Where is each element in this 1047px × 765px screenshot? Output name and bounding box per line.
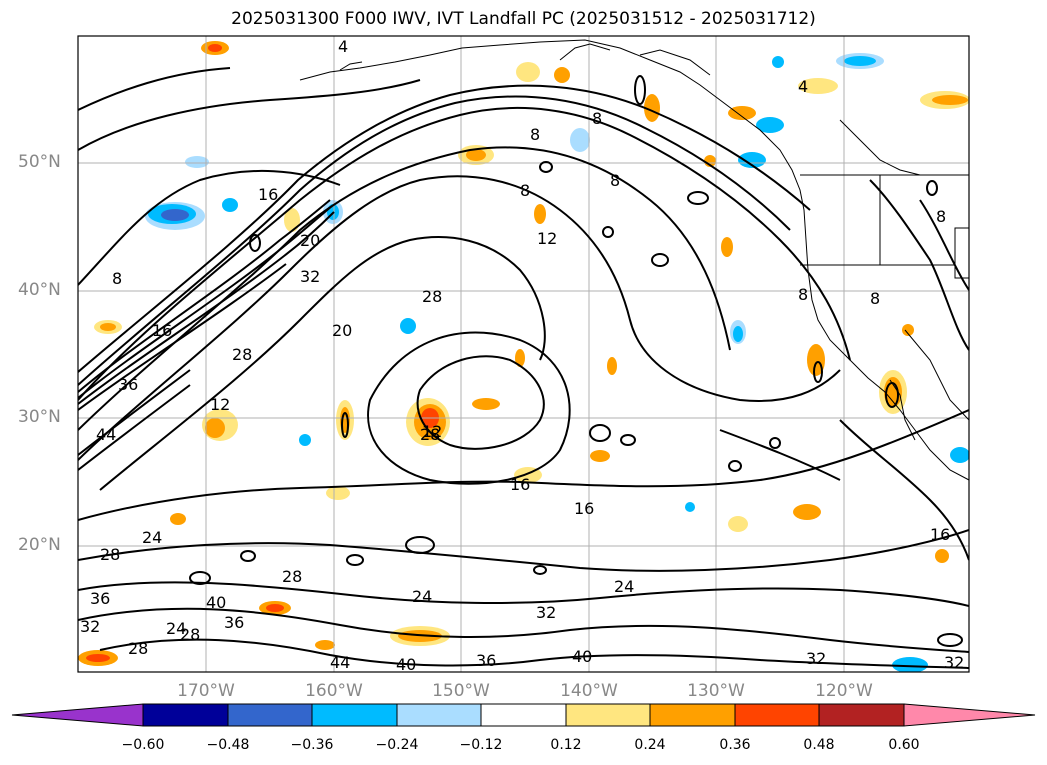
contour-label: 4 bbox=[798, 77, 808, 96]
contour-label: 44 bbox=[330, 653, 350, 672]
map-area: 16 8 20 32 36 28 44 12 16 28 12 20 28 24… bbox=[78, 36, 969, 674]
colorbar-tick: −0.48 bbox=[206, 737, 250, 753]
colorbar-segment bbox=[734, 703, 820, 727]
contour-label: 8 bbox=[870, 289, 880, 308]
colorbar-tick: −0.60 bbox=[121, 737, 165, 753]
lat-label-50n: 50°N bbox=[18, 152, 61, 172]
contour-label: 44 bbox=[96, 425, 116, 444]
colorbar-tick: −0.12 bbox=[459, 737, 503, 753]
contour-label: 24 bbox=[142, 528, 162, 547]
contour-label: 16 bbox=[152, 321, 172, 340]
contour-label: 8 bbox=[112, 269, 122, 288]
lon-label-140w: 140°W bbox=[560, 681, 618, 701]
colorbar-tick: 0.24 bbox=[634, 737, 666, 753]
colorbar-tick: 0.36 bbox=[719, 737, 751, 753]
contour-label: 36 bbox=[90, 589, 110, 608]
contour-label: 24 bbox=[412, 587, 432, 606]
contour-label: 28 bbox=[180, 625, 200, 644]
lon-label-170w: 170°W bbox=[177, 681, 235, 701]
colorbar-segment bbox=[227, 703, 313, 727]
coastlines bbox=[299, 39, 969, 481]
contour-label: 8 bbox=[592, 109, 602, 128]
contour-label: 28 bbox=[420, 425, 440, 444]
contour-label: 32 bbox=[536, 603, 556, 622]
contour-label: 16 bbox=[258, 185, 278, 204]
contour-label: 32 bbox=[806, 649, 826, 668]
contour-label: 8 bbox=[610, 171, 620, 190]
colorbar-extend-min bbox=[11, 703, 144, 727]
contour-label: 40 bbox=[572, 647, 592, 666]
contour-label: 28 bbox=[128, 639, 148, 658]
contour-label: 40 bbox=[396, 655, 416, 674]
colorbar bbox=[11, 703, 1036, 727]
colorbar-tick: −0.24 bbox=[375, 737, 419, 753]
map-title: 2025031300 F000 IWV, IVT Landfall PC (20… bbox=[231, 9, 816, 29]
colorbar-segment bbox=[396, 703, 482, 727]
colorbar-tick: 0.48 bbox=[803, 737, 835, 753]
colorbar-segment bbox=[142, 703, 229, 727]
lat-label-20n: 20°N bbox=[18, 535, 61, 555]
contour-labels: 16 8 20 32 36 28 44 12 16 28 12 20 28 24… bbox=[80, 37, 964, 674]
lon-label-130w: 130°W bbox=[687, 681, 745, 701]
lon-label-120w: 120°W bbox=[815, 681, 873, 701]
contour-label: 32 bbox=[80, 617, 100, 636]
contour-label: 16 bbox=[930, 525, 950, 544]
contour-label: 20 bbox=[300, 231, 320, 250]
contour-label: 8 bbox=[798, 285, 808, 304]
contour-label: 8 bbox=[936, 207, 946, 226]
colorbar-tick: 0.60 bbox=[888, 737, 920, 753]
cool-anomaly-shading bbox=[145, 53, 969, 672]
contour-label: 12 bbox=[422, 422, 442, 441]
contour-label: 28 bbox=[422, 287, 442, 306]
colorbar-segment bbox=[818, 703, 905, 727]
contour-label: 40 bbox=[206, 593, 226, 612]
lon-label-150w: 150°W bbox=[432, 681, 490, 701]
contour-label: 28 bbox=[282, 567, 302, 586]
contour-label: 12 bbox=[537, 229, 557, 248]
map-frame bbox=[77, 35, 970, 673]
lon-label-160w: 160°W bbox=[305, 681, 363, 701]
contour-label: 16 bbox=[510, 475, 530, 494]
contour-label: 32 bbox=[944, 653, 964, 672]
jet-core-contours bbox=[78, 199, 335, 471]
colorbar-tick: 0.12 bbox=[550, 737, 582, 753]
colorbar-segment bbox=[480, 703, 567, 727]
lat-label-40n: 40°N bbox=[18, 280, 61, 300]
contour-label: 36 bbox=[118, 375, 138, 394]
contour-label: 36 bbox=[224, 613, 244, 632]
contour-label: 8 bbox=[520, 181, 530, 200]
contour-label: 32 bbox=[300, 267, 320, 286]
contour-label: 16 bbox=[574, 499, 594, 518]
small-closed-contours bbox=[189, 75, 963, 647]
colorbar-segment bbox=[649, 703, 736, 727]
lat-label-30n: 30°N bbox=[18, 407, 61, 427]
colorbar-segment bbox=[311, 703, 398, 727]
colorbar-extend-max bbox=[903, 703, 1036, 727]
contour-label: 24 bbox=[614, 577, 634, 596]
contour-label: 36 bbox=[476, 651, 496, 670]
warm-anomaly-shading bbox=[78, 41, 969, 666]
contour-label: 24 bbox=[166, 619, 186, 638]
contour-label: 28 bbox=[232, 345, 252, 364]
contour-label: 12 bbox=[210, 395, 230, 414]
contour-label: 28 bbox=[100, 545, 120, 564]
colorbar-tick: −0.36 bbox=[290, 737, 334, 753]
iwv-contours bbox=[78, 67, 969, 669]
contour-label: 4 bbox=[338, 37, 348, 56]
colorbar-segment bbox=[565, 703, 651, 727]
contour-label: 20 bbox=[332, 321, 352, 340]
contour-label: 8 bbox=[530, 125, 540, 144]
